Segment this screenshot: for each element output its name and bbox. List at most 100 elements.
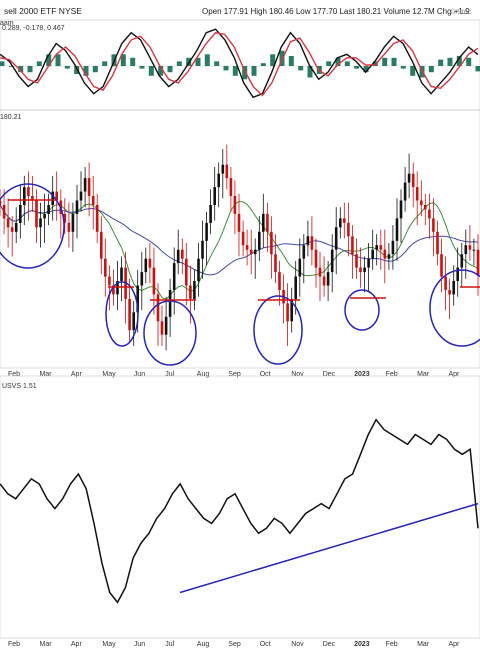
- candle-body: [395, 218, 399, 241]
- candle-body: [213, 187, 216, 205]
- candle-body: [302, 245, 306, 259]
- candle-body: [221, 164, 225, 174]
- candle-body: [35, 200, 38, 228]
- candle-body: [318, 267, 322, 277]
- candle-body: [310, 236, 314, 250]
- candle-body: [132, 312, 135, 331]
- oscillator-line-1: [0, 31, 479, 97]
- candle-body: [464, 245, 468, 255]
- candle-body: [351, 236, 354, 255]
- oscillator-legend: 0.289, -0.178, 0.467: [2, 25, 65, 32]
- histogram-bar: [400, 66, 406, 69]
- candle-body: [128, 298, 131, 331]
- candle-body: [136, 285, 139, 313]
- histogram-bar: [344, 61, 350, 66]
- oscillator-lines: [0, 28, 479, 99]
- x-tick-label: Jul: [165, 641, 174, 648]
- x-tick-label: Jul: [165, 371, 174, 378]
- candle-body: [27, 187, 30, 196]
- candle-body: [217, 173, 220, 188]
- x-tick-label: Oct: [260, 371, 271, 378]
- candle-body: [164, 316, 168, 335]
- annotation-circle: [0, 183, 65, 269]
- x-tick-label: Feb: [386, 371, 398, 378]
- annotation-circle: [344, 289, 380, 331]
- histogram-bar: [354, 66, 360, 69]
- candle-body: [355, 254, 358, 268]
- candle-body: [176, 249, 180, 264]
- candle-body: [253, 249, 257, 255]
- histogram-bar: [456, 56, 462, 66]
- candle-body: [43, 213, 46, 219]
- candle-body: [274, 254, 277, 273]
- candle-body: [359, 267, 362, 273]
- candle-body: [383, 249, 387, 259]
- x-tick-label: Apr: [71, 371, 83, 378]
- price-x-axis: Feb Mar Apr May Jun Jul Aug Sep Oct Nov Dec 2023 Feb…: [8, 371, 460, 378]
- candle-body: [144, 258, 148, 273]
- candle-body: [87, 178, 91, 196]
- candle-body: [39, 218, 42, 228]
- candle-body: [448, 290, 451, 295]
- candle-body: [428, 209, 431, 219]
- candle-body: [201, 240, 204, 259]
- histogram-bar: [232, 66, 238, 76]
- candle-body: [104, 258, 107, 277]
- candle-body: [379, 245, 383, 250]
- candle-body: [95, 205, 99, 232]
- candle-body: [343, 218, 346, 223]
- histogram-bar: [83, 66, 89, 76]
- candle-body: [193, 281, 196, 299]
- histogram-bar: [195, 57, 201, 66]
- histogram-bar: [176, 61, 182, 66]
- ratio-panel: [0, 375, 480, 639]
- candle-body: [75, 200, 79, 214]
- ratio-x-axis: Feb Mar Apr May Jun Jul Aug Sep Oct Nov Dec 2023 Feb…: [8, 641, 460, 648]
- x-tick-label: Mar: [417, 641, 430, 648]
- histogram-bar: [0, 61, 5, 66]
- annotation-circle: [105, 281, 139, 347]
- histogram-bar: [307, 66, 313, 78]
- x-tick-label: May: [102, 371, 116, 378]
- histogram-bar: [148, 66, 154, 76]
- candle-body: [55, 191, 58, 201]
- histogram-bar: [447, 57, 453, 66]
- x-tick-label: Apr: [449, 641, 461, 648]
- x-tick-label: May: [102, 641, 116, 648]
- candle-body: [237, 213, 241, 232]
- histogram-bar: [18, 66, 24, 73]
- candle-body: [262, 213, 265, 232]
- histogram-bar: [130, 57, 136, 66]
- histogram-bar: [139, 66, 145, 69]
- histogram-bar: [158, 66, 164, 76]
- x-tick-label: Jun: [134, 371, 145, 378]
- candle-body: [371, 249, 374, 259]
- candle-body: [197, 258, 200, 282]
- candle-body: [314, 249, 318, 268]
- candle-body: [326, 272, 330, 286]
- x-tick-label: Nov: [291, 371, 304, 378]
- candle-body: [452, 281, 455, 295]
- annotation-circle: [429, 269, 480, 347]
- ratio-trendline: [179, 502, 479, 594]
- watermark: © Stoc: [450, 8, 472, 16]
- candle-body: [415, 187, 419, 201]
- histogram-bar: [242, 66, 248, 80]
- candle-body: [0, 200, 2, 205]
- candle-body: [420, 200, 423, 205]
- histogram-bar: [167, 66, 173, 73]
- candle-body: [270, 231, 273, 255]
- x-tick-label: Aug: [197, 641, 210, 648]
- histogram-bar: [64, 66, 70, 69]
- price-annotations: [0, 183, 480, 366]
- candle-body: [160, 321, 164, 335]
- candle-body: [10, 227, 14, 232]
- candle-body: [108, 276, 111, 286]
- x-tick-label: Nov: [291, 641, 304, 648]
- candle-body: [468, 245, 472, 250]
- histogram-bar: [260, 63, 266, 66]
- candle-body: [387, 254, 391, 259]
- x-tick-label: Mar: [40, 371, 53, 378]
- histogram-bar: [466, 57, 472, 66]
- candle-body: [205, 222, 208, 241]
